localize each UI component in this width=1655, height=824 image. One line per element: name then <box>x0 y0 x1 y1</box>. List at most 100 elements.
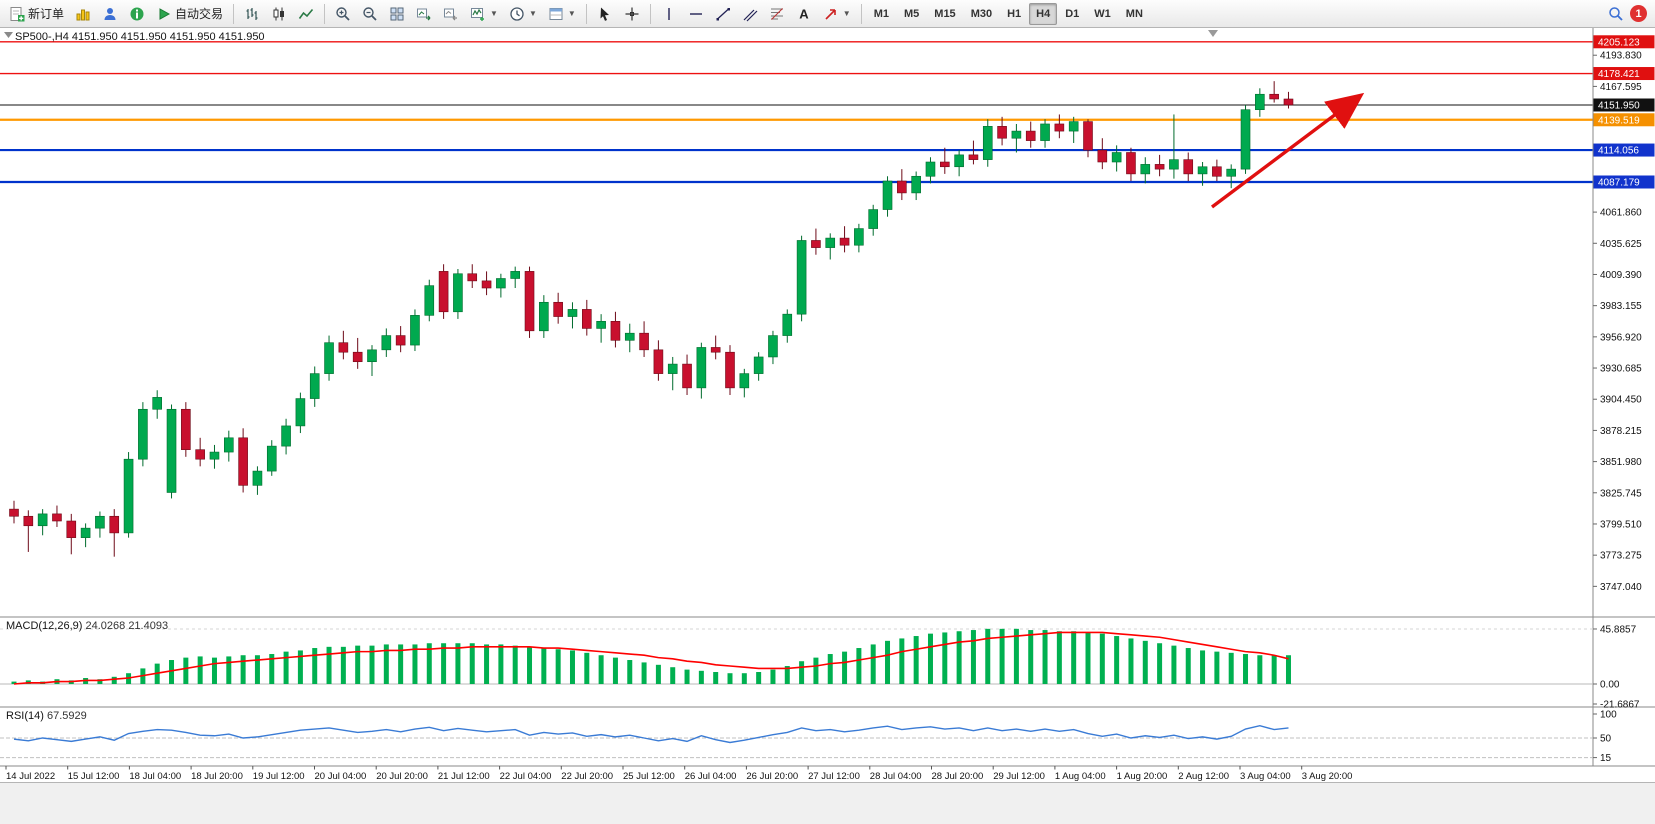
vertical-line-tool[interactable] <box>656 3 682 25</box>
toolbar-separator <box>585 3 587 24</box>
candle-body <box>911 175 921 194</box>
new-order-icon <box>10 6 25 21</box>
macd-histogram-bar <box>383 644 389 684</box>
price-badge-label: 4151.950 <box>1598 101 1640 112</box>
timeframe-button-M5[interactable]: M5 <box>904 7 920 20</box>
channel-tool[interactable] <box>737 3 763 25</box>
candle-body <box>753 356 764 374</box>
svg-text:A: A <box>799 6 809 21</box>
bar-chart-button[interactable] <box>239 3 265 25</box>
profiles-button[interactable] <box>97 3 123 25</box>
zoom-out-icon <box>363 6 377 21</box>
indicators-icon <box>471 7 485 21</box>
rsi-scale-label: 15 <box>1600 753 1612 764</box>
candle-body <box>410 315 420 346</box>
candle-body <box>467 273 478 282</box>
crosshair-icon <box>625 7 639 20</box>
macd-histogram-bar <box>398 644 404 684</box>
chevron-down-icon: ▼ <box>842 9 851 18</box>
tile-windows-button[interactable] <box>384 3 410 25</box>
price-scale-label: 3956.920 <box>1600 332 1642 343</box>
chart-shift-marker[interactable] <box>1208 30 1218 37</box>
price-badge <box>1593 98 1655 112</box>
macd-histogram-bar <box>1071 631 1077 684</box>
candle-body <box>939 161 950 168</box>
candle-body <box>424 285 435 316</box>
time-label: 28 Jul 20:00 <box>932 771 984 782</box>
timeframe-button-D1[interactable]: D1 <box>1065 7 1080 20</box>
cursor-button[interactable] <box>592 3 618 25</box>
price-scale-label: 3878.215 <box>1600 426 1642 437</box>
autotrading-button[interactable]: 自动交易 <box>151 3 228 25</box>
time-label: 18 Jul 20:00 <box>191 771 243 782</box>
time-label: 3 Aug 20:00 <box>1302 771 1353 782</box>
macd-histogram-bar <box>1271 655 1277 684</box>
candle-body <box>825 237 836 248</box>
candle-body <box>309 373 320 399</box>
candle-body <box>1040 123 1050 141</box>
timeframe-button-W1[interactable]: W1 <box>1094 7 1111 20</box>
text-tool[interactable]: A <box>791 3 817 25</box>
chart-shift-button[interactable] <box>438 3 464 25</box>
zoom-out-button[interactable] <box>357 3 383 25</box>
timeframe-button-H1[interactable]: H1 <box>1007 7 1022 20</box>
profile-icon <box>104 7 116 20</box>
macd-histogram-bar <box>412 644 418 684</box>
candlestick-chart-button[interactable] <box>266 3 292 25</box>
macd-histogram-bar <box>283 651 289 684</box>
timeframe-button-M30[interactable]: M30 <box>970 7 993 20</box>
crosshair-button[interactable] <box>619 3 645 25</box>
market-watch-button[interactable] <box>124 3 150 25</box>
candle-body <box>252 470 263 486</box>
templates-button[interactable]: ▼ <box>543 3 581 25</box>
candle-body <box>352 351 363 363</box>
macd-histogram-bar <box>799 661 805 684</box>
macd-histogram-bar <box>254 655 260 684</box>
auto-scroll-button[interactable] <box>411 3 437 25</box>
candle-body <box>80 527 91 538</box>
candle-body <box>1183 159 1194 175</box>
macd-histogram-bar <box>1257 655 1263 684</box>
chart-window[interactable]: 4193.830 4167.595 4061.860 4035.625 4009.390… <box>0 28 1655 782</box>
candle-body <box>710 347 721 353</box>
new-chart-button[interactable] <box>70 3 96 25</box>
new-order-button[interactable]: 新订单 <box>4 3 69 25</box>
timeframe-button-M1[interactable]: M1 <box>873 7 889 20</box>
candle-body <box>768 335 778 358</box>
macd-histogram-bar <box>1200 650 1206 684</box>
chart-canvas[interactable]: 4193.830 4167.595 4061.860 4035.625 4009.390… <box>0 28 1655 782</box>
timeframe-button-H4[interactable]: H4 <box>1029 2 1058 25</box>
timeframe-button-MN[interactable]: MN <box>1125 7 1143 20</box>
candle-body <box>782 313 793 336</box>
chart-title: SP500-,H4 4151.950 4151.950 4151.950 415… <box>15 31 265 43</box>
trend-arrow[interactable] <box>1210 92 1365 209</box>
notification-badge[interactable]: 1 <box>1630 5 1647 22</box>
zoom-in-button[interactable] <box>330 3 356 25</box>
macd-histogram-bar <box>927 633 933 684</box>
candle-body <box>195 449 205 460</box>
price-scale-label: 3983.155 <box>1600 301 1642 312</box>
candle-body <box>496 278 506 289</box>
macd-histogram-bar <box>369 645 375 684</box>
macd-histogram-bar <box>885 640 891 684</box>
horizontal-line-tool[interactable] <box>683 3 709 25</box>
indicators-button[interactable]: ▼ <box>465 3 503 25</box>
trendline-tool[interactable] <box>710 3 736 25</box>
fibonacci-icon <box>770 7 783 20</box>
macd-label: MACD(12,26,9) 24.0268 21.4093 <box>6 620 168 632</box>
toolbar-separator <box>324 3 326 24</box>
candle-body <box>610 320 621 341</box>
fibonacci-tool[interactable] <box>764 3 790 25</box>
macd-histogram-bar <box>899 638 905 684</box>
arrow-tools-button[interactable]: ▼ <box>818 3 856 25</box>
macd-histogram-bar <box>1042 630 1048 684</box>
line-chart-button[interactable] <box>293 3 319 25</box>
price-scale-label: 3747.040 <box>1600 582 1642 593</box>
candle-body <box>1068 121 1079 132</box>
line-chart-icon <box>298 8 314 19</box>
macd-histogram-bar <box>197 656 203 684</box>
search-button[interactable] <box>1603 3 1629 25</box>
timeframe-button-M15[interactable]: M15 <box>934 7 956 20</box>
one-click-trading-toggle[interactable] <box>4 32 13 38</box>
periods-button[interactable]: ▼ <box>504 3 542 25</box>
